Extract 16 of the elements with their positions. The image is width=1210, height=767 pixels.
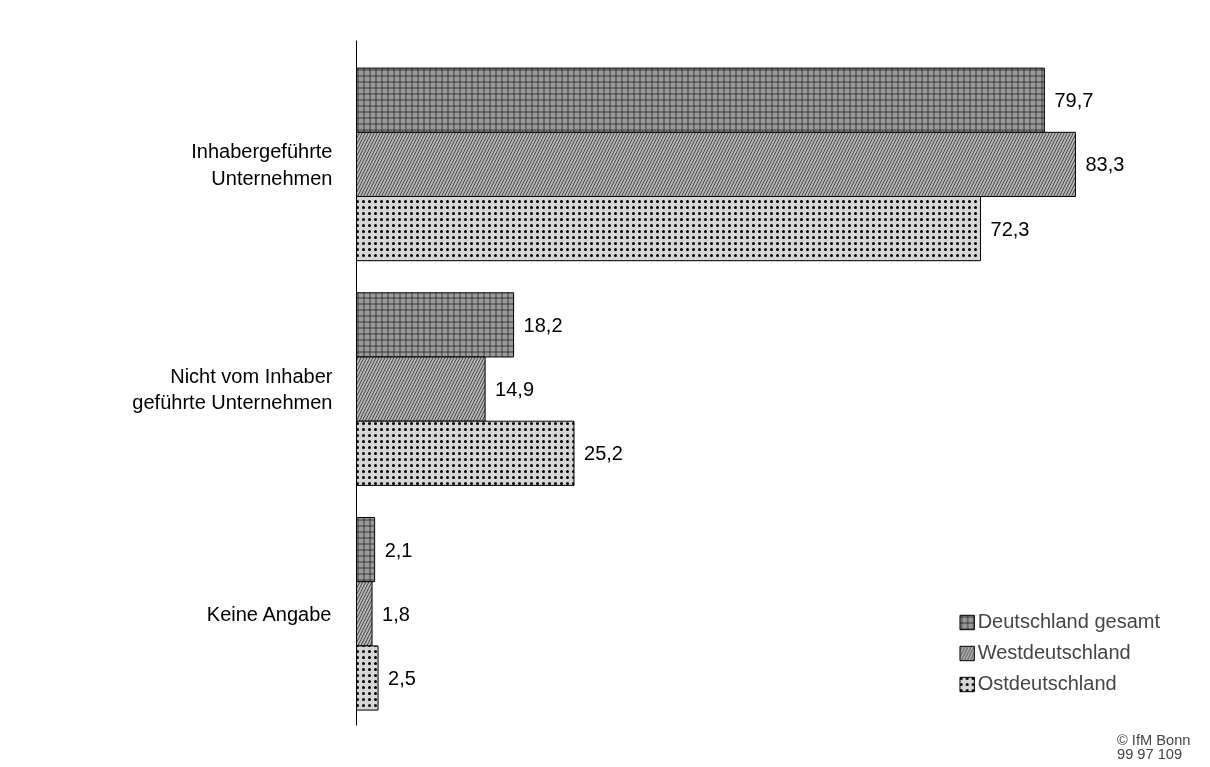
y-tick-label: Nicht vom Inhaber geführte Unternehmen — [132, 364, 333, 414]
y-tick-label: Keine Angabe — [206, 602, 332, 625]
data-label: 79,7 — [1054, 89, 1094, 112]
data-label: 83,3 — [1085, 153, 1125, 176]
data-label: 72,3 — [990, 217, 1030, 240]
data-label: 25,2 — [584, 442, 623, 465]
y-tick-label: Inhabergeführte Unternehmen — [191, 140, 333, 189]
data-label: 2,1 — [384, 538, 413, 561]
legend-label: Westdeutschland — [977, 641, 1131, 664]
data-label: 14,9 — [495, 378, 535, 401]
text: © IfM Bonn 99 97 109 — [1116, 732, 1191, 763]
data-label: 1,8 — [382, 602, 410, 625]
data-label: 18,2 — [523, 313, 563, 336]
legend-label: Ostdeutschland — [977, 672, 1117, 695]
data-label: 2,5 — [388, 666, 416, 689]
legend-label: Deutschland gesamt — [977, 610, 1160, 633]
